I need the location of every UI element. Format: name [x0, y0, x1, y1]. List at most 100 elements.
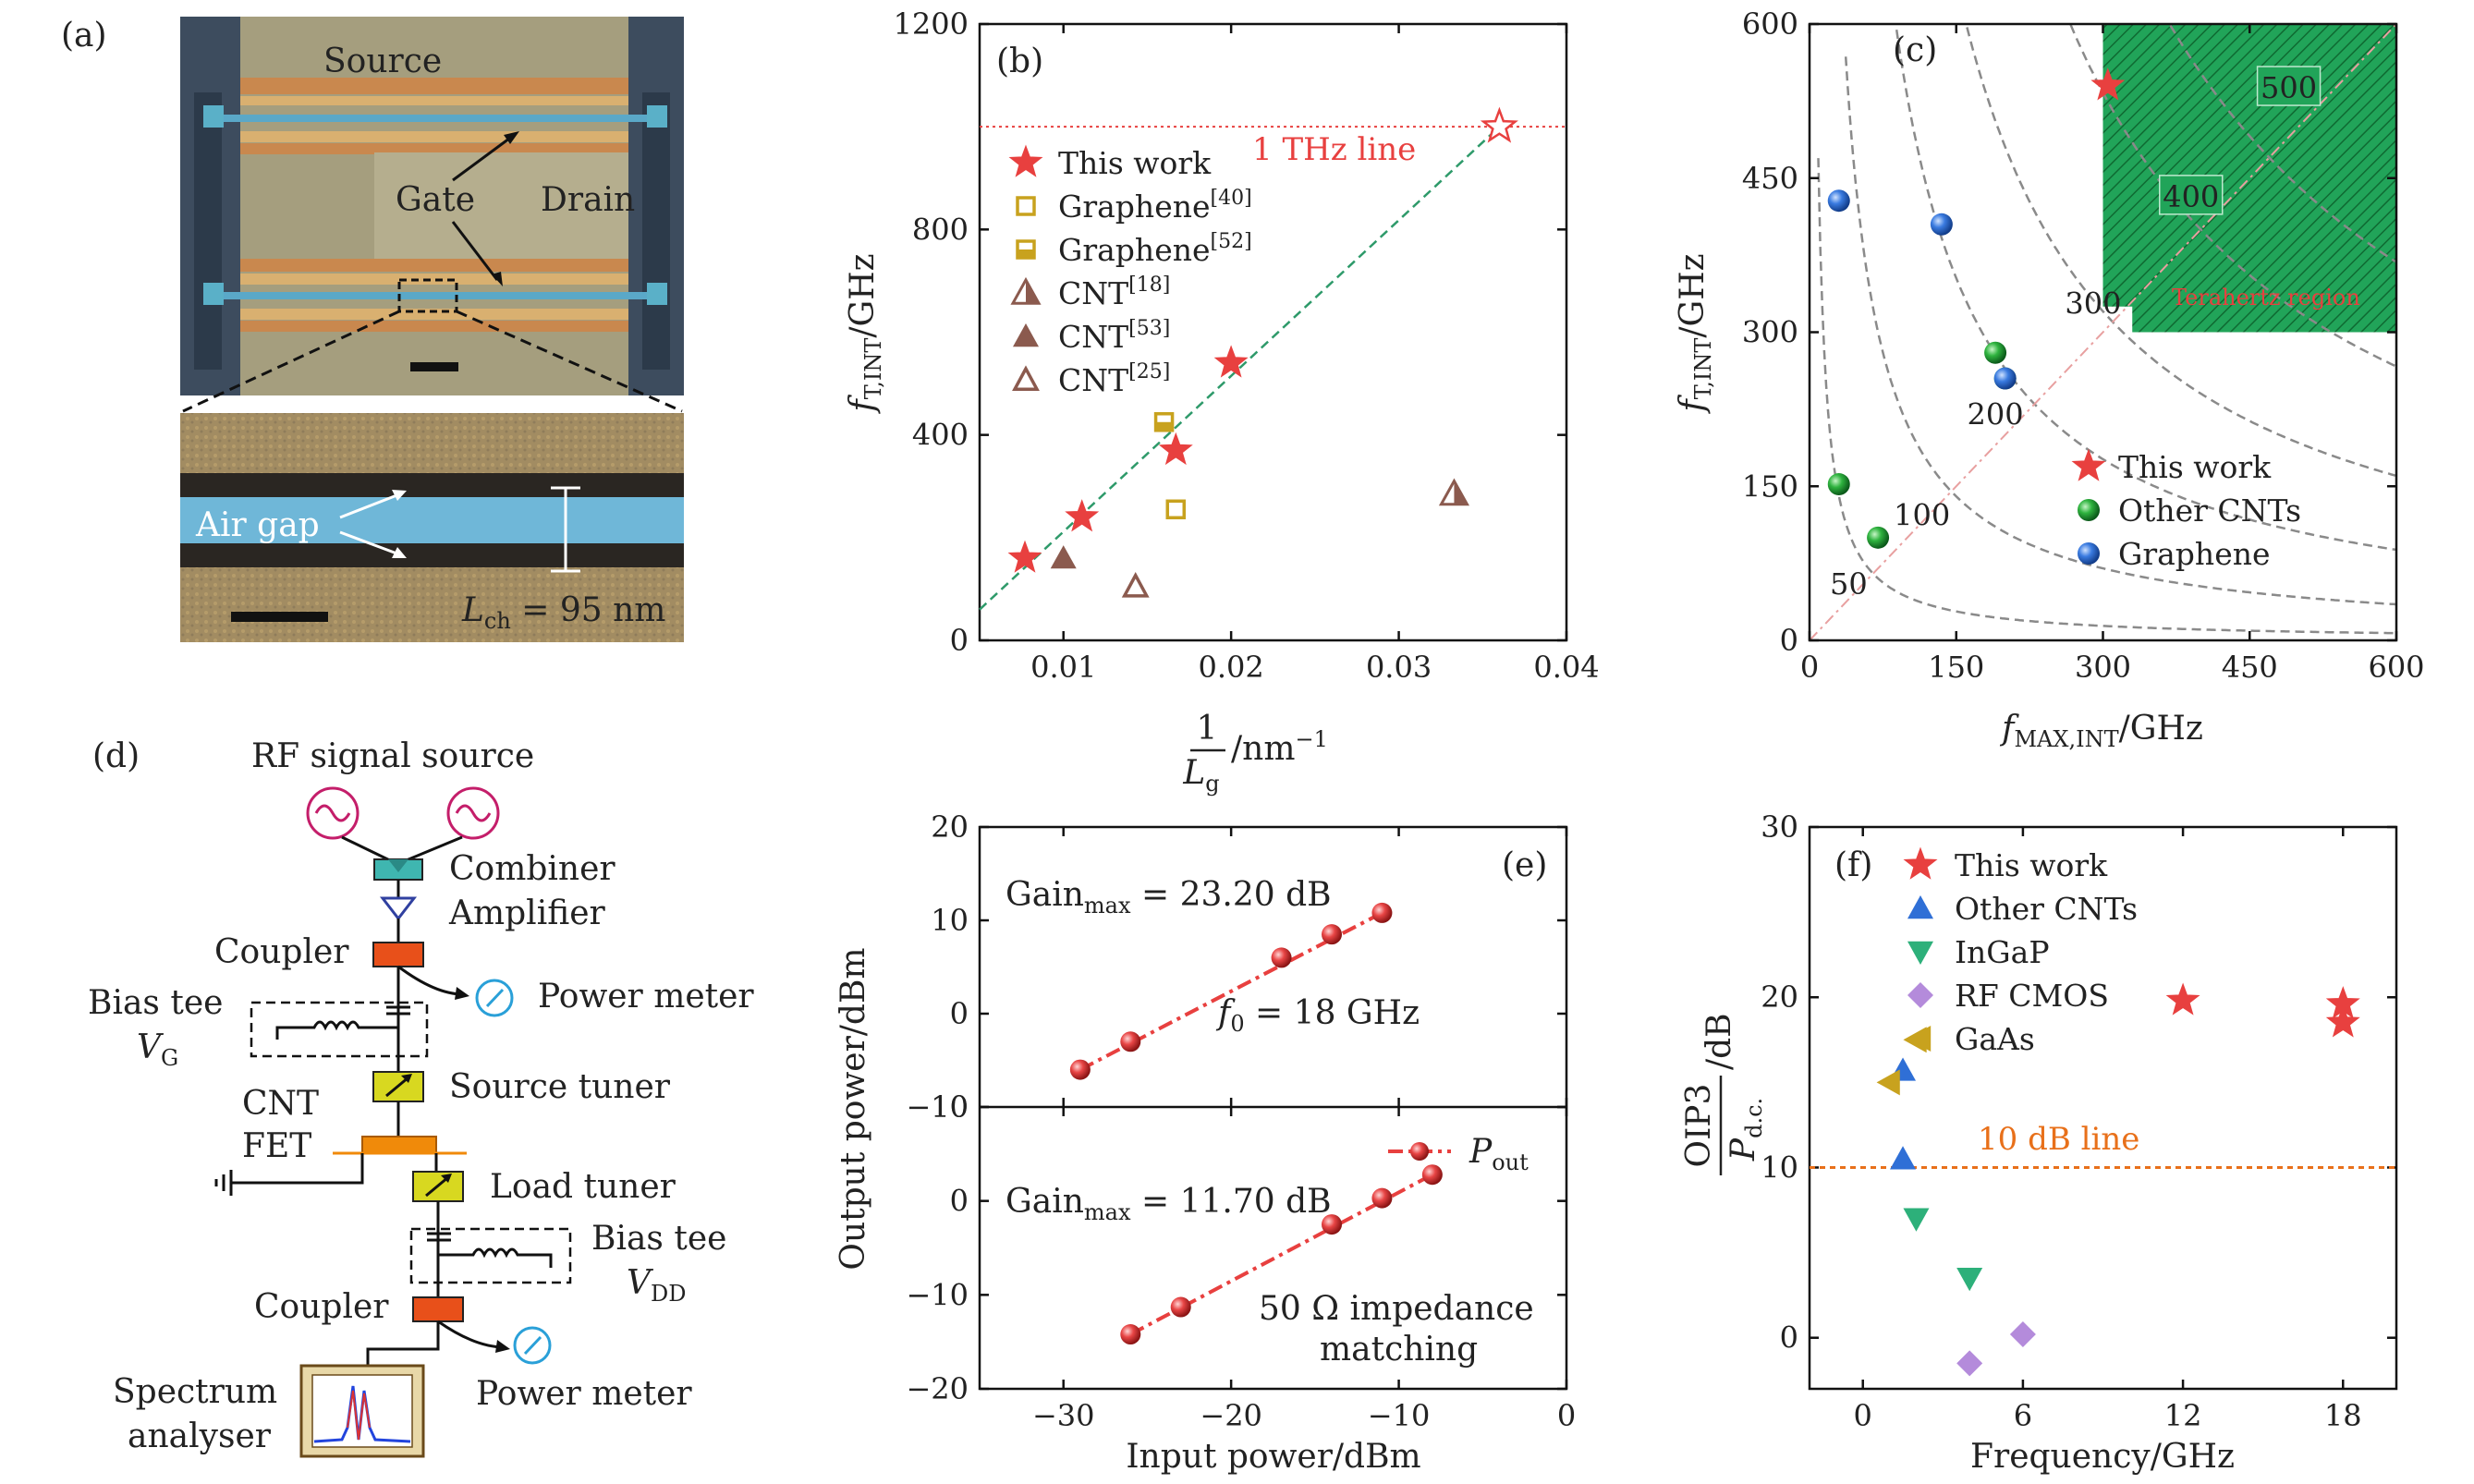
c-ytick-label-2: 300	[1742, 315, 1798, 350]
drain-label: Drain	[541, 181, 635, 219]
panel-d: (d) RF signal source Combiner Amplifier …	[88, 737, 754, 1458]
b-point-0-1	[1065, 499, 1100, 532]
e-bot-xtick-label-2: −10	[1368, 1398, 1431, 1433]
plot-c-marks	[1827, 67, 2126, 549]
top-gain-label: Gainmax = 23.20 dB	[1005, 876, 1332, 918]
f0-value: = 18 GHz	[1245, 994, 1420, 1032]
power-meter-top-label: Power meter	[538, 978, 754, 1016]
b-point-1-0	[1480, 106, 1518, 143]
f-point-4-0	[1876, 1069, 1900, 1096]
f-xtick-label-1: 6	[2014, 1398, 2032, 1433]
f-point-3-0	[1956, 1350, 1983, 1377]
panel-a-letter: (a)	[61, 17, 107, 55]
rf-source-label: RF signal source	[251, 737, 534, 775]
c-ytick-label-3: 450	[1742, 161, 1798, 196]
e-bot-xtick-label-0: −30	[1032, 1398, 1095, 1433]
bias-tee-bottom-box	[409, 1227, 572, 1284]
vdd-sub: DD	[651, 1281, 686, 1307]
panel-c-letter: (c)	[1893, 31, 1937, 69]
c-legend-label-1: Other CNTs	[2118, 493, 2301, 529]
panel-e: −10 0 10 20 −30 −20 −10 0 −20 −10 0 10 (e) Gainmax …	[835, 809, 1576, 1476]
f-legend-label-1: Other CNTs	[1955, 891, 2138, 927]
f-ytick-label-3: 30	[1761, 809, 1798, 845]
f-point-0-0	[2165, 982, 2200, 1016]
e-bot-ytick-label-0: −20	[906, 1371, 969, 1406]
b-ytick-label-2: 800	[912, 212, 969, 247]
c-xtick-label-1: 150	[1928, 650, 1984, 685]
coupler-top-block	[372, 942, 424, 967]
b-legend-marker-4	[1013, 323, 1039, 347]
b-xlabel-unit-sup: −1	[1295, 726, 1327, 752]
ten-db-line-label: 10 dB line	[1978, 1121, 2139, 1158]
zoom-line-left	[182, 310, 400, 413]
c-point-0-0	[2090, 67, 2126, 101]
plot-c-contours: 50 100 200 300 400 500	[1809, 23, 2397, 641]
e-bot-point-2	[1322, 1214, 1342, 1235]
plot-c-legend: This work Other CNTs Graphene	[2071, 448, 2301, 572]
f0-sub: 0	[1230, 1011, 1244, 1037]
f-legend-label-4: GaAs	[1955, 1021, 2035, 1057]
legend-pout-label: Pout	[1469, 1133, 1529, 1175]
b-ytick-label-3: 1200	[894, 6, 969, 42]
coupler-top-label: Coupler	[214, 933, 349, 971]
c-point-2-0	[1827, 189, 1850, 213]
e-top-point-0	[1069, 1059, 1091, 1080]
b-legend-label-5: CNT[25]	[1058, 360, 1170, 398]
f-legend-label-3: RF CMOS	[1955, 978, 2109, 1014]
plot-b-marks	[979, 106, 1566, 611]
plot-b-legend: This work Graphene[40] Graphene[52] CNT[18]…	[1008, 144, 1252, 398]
legend-pout-marker	[1410, 1142, 1429, 1161]
b-ytick-label-1: 400	[912, 418, 969, 453]
f-legend-marker-4	[1907, 1026, 1932, 1052]
legend-pout-main: P	[1469, 1133, 1493, 1171]
e-top-ytick-label-0: −10	[906, 1089, 969, 1125]
e-top-point-2	[1271, 947, 1292, 968]
signal-generator-left	[306, 786, 360, 840]
coupler-bottom-label: Coupler	[254, 1288, 389, 1326]
c-ytick-label-1: 150	[1742, 468, 1798, 504]
f-ylabel-den-sub: d.c.	[1741, 1098, 1767, 1138]
impedance-line-2: matching	[1320, 1331, 1478, 1368]
top-gain-value: = 23.20 dB	[1131, 876, 1332, 914]
c-point-2-2	[1993, 367, 2017, 390]
plot-f-legend: This work Other CNTs InGaP RF CMOS GaAs	[1903, 846, 2138, 1057]
contour-label-300: 300	[2065, 286, 2121, 321]
contour-label-50: 50	[1830, 566, 1868, 602]
f-point-2-1	[1956, 1268, 1983, 1292]
f-legend-marker-2	[1907, 941, 1933, 965]
b-xtick-label-2: 0.03	[1366, 650, 1432, 685]
panel-f: 0 6 12 18 0 10 20 30 (f) 10 dB line This work Ot…	[1680, 809, 2398, 1476]
b-point-0-3	[1213, 345, 1249, 378]
b-point-0-0	[1007, 540, 1042, 573]
plot-e-xlabel: Input power/dBm	[1126, 1438, 1420, 1476]
vdd-label: VDD	[627, 1264, 686, 1307]
plot-f-marks	[1810, 982, 2396, 1377]
sem-top-image: Source Gate Drain	[180, 17, 684, 395]
lch-sub: ch	[484, 608, 511, 634]
b-legend-marker-1	[1016, 196, 1036, 216]
vdd-main: V	[627, 1264, 654, 1302]
e-top-line	[1079, 911, 1383, 1072]
b-legend-marker-2	[1016, 239, 1036, 260]
b-ylabel-sub: T,INT	[860, 338, 886, 400]
e-top-ytick-label-1: 0	[950, 996, 969, 1031]
b-xlabel-den-sub: g	[1205, 771, 1219, 797]
c-xlabel-unit: /GHz	[2119, 710, 2203, 748]
f-ylabel-den-main: P	[1724, 1137, 1762, 1162]
b-legend-label-2: Graphene[52]	[1058, 230, 1252, 268]
c-point-2-1	[1930, 213, 1953, 236]
c-legend-marker-2	[2078, 542, 2100, 565]
b-xtick-label-1: 0.02	[1199, 650, 1264, 685]
vg-label: VG	[137, 1028, 178, 1071]
b-point-2-0	[1165, 499, 1187, 520]
e-top-ytick-label-3: 20	[931, 809, 969, 845]
c-ytick-label-0: 0	[1780, 623, 1798, 658]
c-xtick-label-4: 600	[2368, 650, 2424, 685]
thz-line-label: 1 THz line	[1252, 131, 1416, 168]
b-legend-marker-5	[1012, 365, 1040, 391]
contour-label-400: 400	[2163, 179, 2219, 214]
c-legend-marker-0	[2071, 448, 2106, 481]
b-point-3-0	[1153, 412, 1175, 432]
legend-pout-sub: out	[1492, 1149, 1529, 1175]
